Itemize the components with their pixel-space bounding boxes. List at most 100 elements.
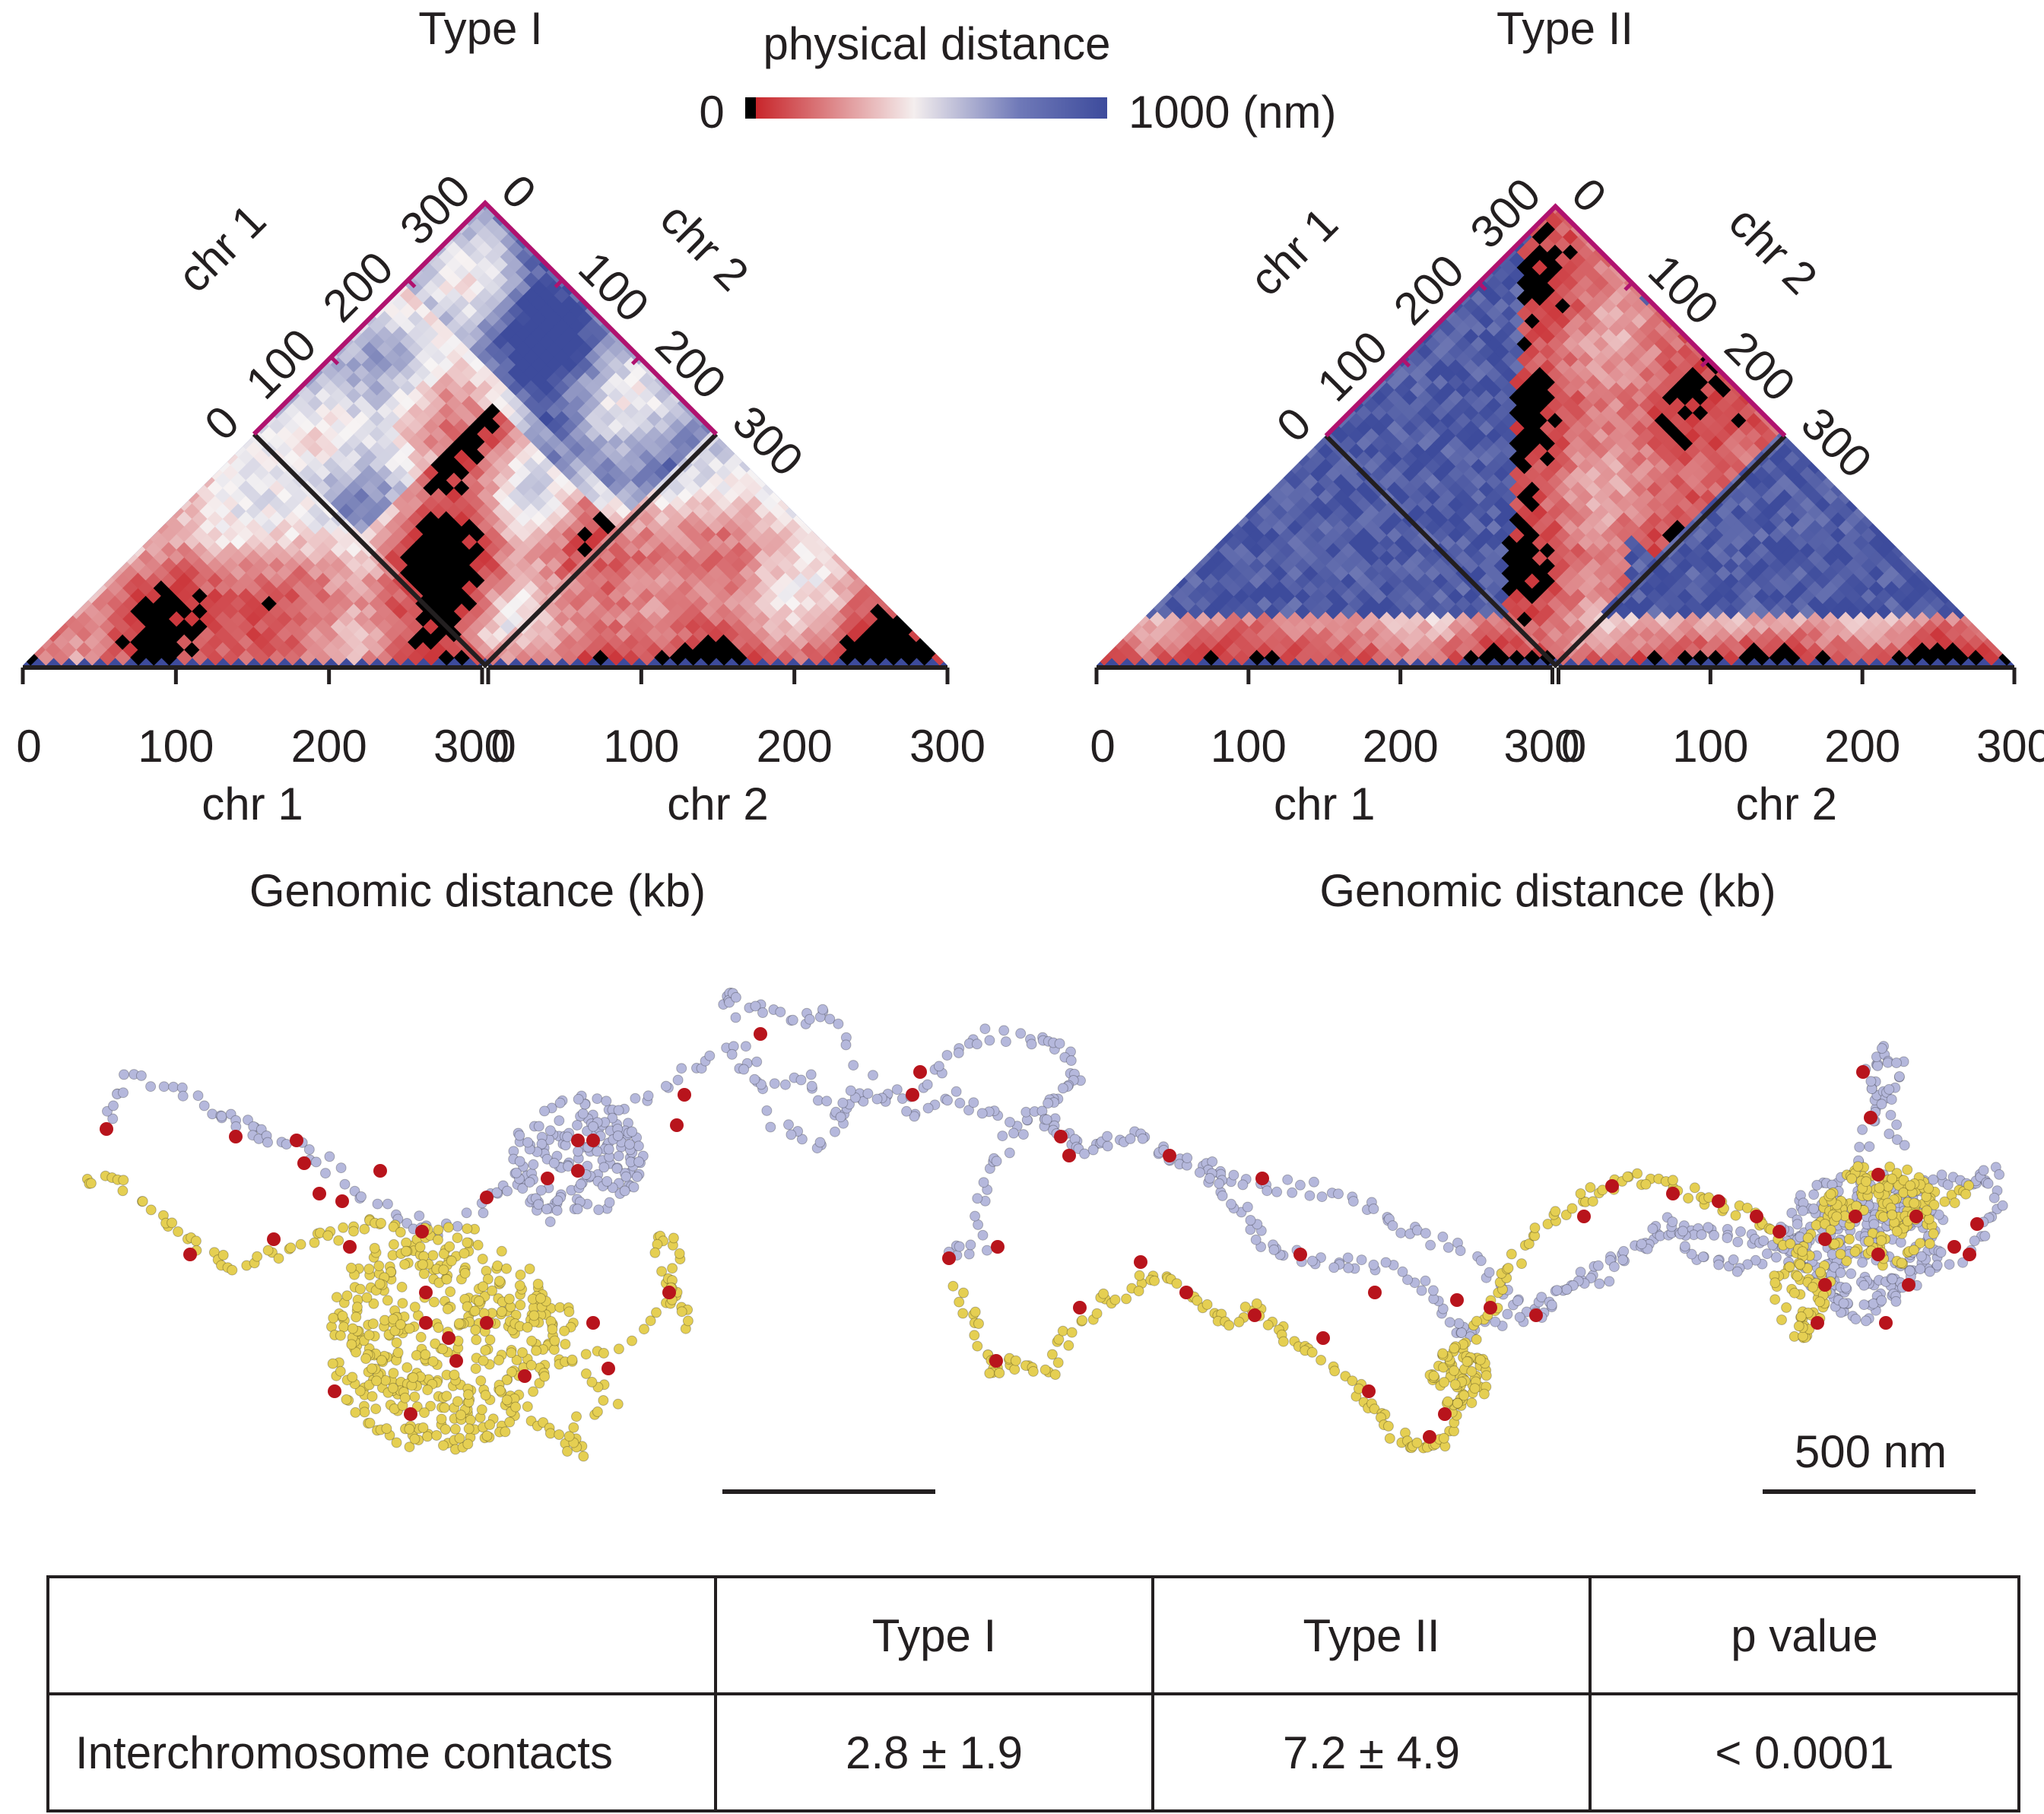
heatmap-cell (423, 510, 440, 528)
chr1-bead (1368, 1204, 1379, 1214)
chr2-bead (506, 1347, 517, 1359)
heatmap-cell (1386, 649, 1403, 665)
heatmap-cell (716, 541, 732, 558)
heatmap-cell (1738, 420, 1755, 436)
heatmap-cell (1386, 619, 1403, 636)
heatmap-cell (569, 595, 586, 612)
chr1-bead (1484, 1267, 1495, 1278)
heatmap-cell (1486, 320, 1503, 338)
heatmap-cell (1616, 481, 1633, 498)
heatmap-cell (1264, 603, 1281, 620)
heatmap-cell (1623, 320, 1640, 338)
heatmap-cell (893, 626, 909, 643)
heatmap-cell (1623, 550, 1640, 566)
heatmap-cell (1149, 642, 1166, 658)
top-axis-tick (1623, 281, 1633, 291)
heatmap-cell (507, 241, 525, 258)
chr2-bead (501, 1375, 513, 1385)
heatmap-cell (831, 626, 848, 643)
heatmap-cell (708, 487, 725, 504)
heatmap-cell (1639, 626, 1655, 643)
heatmap-cell (1371, 512, 1388, 528)
heatmap-cell (1547, 565, 1564, 582)
heatmap-cell (1608, 412, 1625, 429)
chr2-bead (404, 1323, 415, 1334)
chr2-bead (173, 1226, 184, 1237)
heatmap-cell (222, 633, 240, 651)
chr1-bead (356, 1191, 367, 1202)
heatmap-cell (1853, 595, 1870, 613)
heatmap-cell (1371, 588, 1388, 605)
heatmap-cell (415, 564, 432, 582)
heatmap-cell (284, 510, 301, 528)
chr2-bead (482, 1273, 494, 1285)
chr1-bead (979, 1023, 991, 1035)
heatmap-cell (1249, 557, 1265, 574)
contact-bead (586, 1134, 600, 1147)
heatmap-cell (361, 480, 378, 496)
heatmap-cell (1509, 557, 1525, 574)
heatmap-cell (192, 572, 208, 589)
heatmap-cell (423, 402, 440, 420)
heatmap-cell (592, 372, 609, 388)
chr1-bead (1207, 1156, 1218, 1167)
heatmap-cell (415, 487, 432, 504)
heatmap-cell (1509, 252, 1525, 268)
heatmap-cell (168, 595, 186, 612)
heatmap-cell (1547, 519, 1564, 536)
heatmap-cell (1639, 473, 1655, 490)
chr1-bead (198, 1100, 210, 1112)
heatmap-cell (1608, 642, 1625, 658)
chr1-bead (787, 1014, 798, 1026)
chr2-bead (453, 1318, 465, 1329)
heatmap-cell (1608, 565, 1625, 582)
heatmap-cell (1509, 450, 1525, 468)
heatmap-cell (1256, 550, 1273, 566)
heatmap-cell (1271, 610, 1289, 628)
chr2-bead (404, 1441, 415, 1453)
heatmap-cell (500, 418, 517, 435)
chr2-bead (391, 1437, 402, 1448)
chr2-bead (534, 1378, 545, 1389)
chr2-bead (295, 1238, 306, 1250)
heatmap-cell (1868, 626, 1885, 643)
chr1-bead (968, 1097, 979, 1108)
heatmap-cell (176, 541, 193, 558)
heatmap-cell (392, 295, 409, 312)
heatmap-cell (1509, 328, 1525, 345)
heatmap-cell (1547, 244, 1564, 261)
heatmap-cell (1478, 634, 1495, 651)
heatmap-cell (585, 564, 601, 582)
heatmap-cell (1493, 481, 1510, 498)
heatmap-frame-type-2 (1094, 203, 2017, 684)
contact-bead (586, 1316, 600, 1330)
heatmap-cell (338, 426, 355, 442)
chr2-bead (510, 1401, 522, 1413)
heatmap-cell (531, 633, 548, 651)
chr1-bead (1512, 1295, 1523, 1306)
heatmap-cell (307, 595, 324, 612)
heatmap-cell (1547, 626, 1564, 643)
heatmap-cell (1478, 481, 1495, 498)
heatmap-cell (176, 510, 193, 528)
heatmap-cell (1616, 374, 1633, 391)
heatmap-cell (677, 564, 694, 582)
heatmap-cell (1646, 420, 1663, 436)
heatmap-cell (1731, 504, 1747, 521)
heatmap-cell (1478, 435, 1495, 452)
heatmap-cell (1493, 267, 1510, 284)
heatmap-cell (1164, 610, 1182, 628)
heatmap-cell (1616, 619, 1633, 636)
heatmap-cell (1876, 557, 1893, 574)
heatmap-cell (1646, 496, 1663, 513)
chr2-bead (563, 1431, 575, 1442)
heatmap-cell (592, 357, 609, 373)
heatmap-cell (284, 633, 301, 651)
heatmap-cell (1769, 557, 1785, 574)
heatmap-cell (1738, 603, 1755, 620)
heatmap-cell (1723, 603, 1740, 620)
heatmap-cell (392, 372, 409, 388)
heatmap-cell (1631, 603, 1648, 620)
chr1-bead (951, 1086, 962, 1097)
heatmap-cell (214, 595, 232, 612)
